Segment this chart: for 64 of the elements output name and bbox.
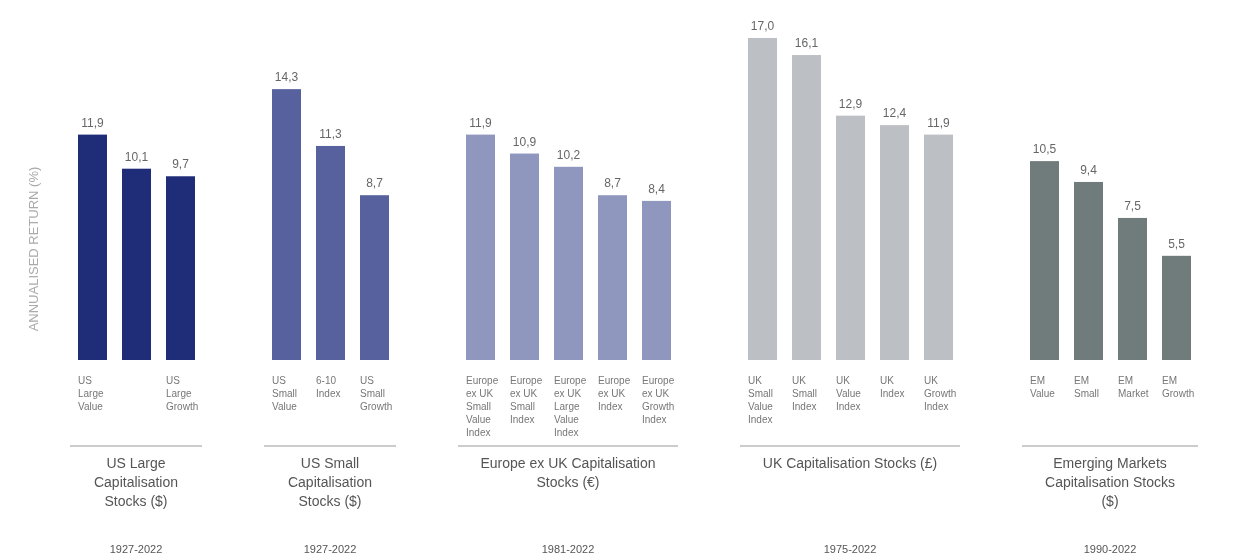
x-tick-label: Europe ex UK Small Value Index (466, 375, 499, 438)
bar (748, 38, 777, 360)
text: 1981-2022 (541, 543, 595, 555)
bar (598, 195, 627, 360)
data-label: 9,4 (1080, 162, 1098, 177)
bar (880, 125, 909, 360)
x-tick-label: UK Index (880, 375, 905, 399)
data-label: 10,9 (512, 134, 537, 149)
data-label: 12,4 (882, 106, 907, 121)
x-tick-label: EM Growth (1162, 375, 1195, 399)
data-label: 17,0 (750, 19, 775, 33)
x-tick-label: UK Value Index (836, 375, 862, 412)
data-label: 7,5 (1124, 198, 1142, 213)
bar (792, 55, 821, 360)
text: 1927-2022 (303, 543, 357, 555)
data-label: 8,7 (366, 176, 384, 191)
x-tick-label: Europe ex UK Growth Index (642, 375, 675, 425)
data-label: 14,3 (274, 70, 299, 85)
x-tick-label: Europe ex UK Index (598, 375, 631, 412)
bar (554, 166, 583, 360)
x-axis-title: Emerging Markets Capitalisation Stocks ($) (1045, 455, 1175, 509)
bar (1074, 181, 1103, 360)
x-tick-label: Europe ex UK Small Index (510, 375, 543, 425)
x-tick-label: EM Market (1118, 375, 1149, 399)
data-label: 11,9 (469, 115, 493, 130)
data-label: 12,9 (838, 96, 863, 111)
x-tick-label: US Large Growth (166, 375, 199, 412)
x-tick-label: 6-10 Index (316, 375, 341, 399)
x-tick-label: EM Small (1074, 375, 1100, 399)
bar (466, 134, 495, 360)
data-label: 10,5 (1032, 142, 1057, 157)
x-tick-label: US Small Growth (360, 375, 393, 412)
x-axis-title: Europe ex UK Capitalisation Stocks (€) (480, 455, 656, 490)
x-axis-title: UK Capitalisation Stocks (£) (762, 455, 938, 471)
bar (510, 153, 539, 360)
x-axis-title: US Small Capitalisation Stocks ($) (287, 455, 373, 509)
data-label: 11,9 (927, 115, 951, 130)
data-label: 11,3 (319, 126, 343, 141)
data-label: 10,1 (124, 149, 149, 164)
bar (924, 134, 953, 360)
data-label: 10,2 (556, 147, 581, 162)
data-label: 5,5 (1168, 236, 1186, 251)
x-tick-label: EM Value (1030, 375, 1056, 399)
bar (1162, 255, 1191, 360)
text: 1975-2022 (823, 543, 877, 555)
x-tick-label: Europe ex UK Large Value Index (554, 375, 587, 438)
bar (1118, 217, 1147, 360)
bar (1030, 161, 1059, 360)
bar (642, 200, 671, 360)
x-tick-label: UK Small Index (792, 375, 818, 412)
data-label: 9,7 (172, 157, 190, 172)
data-label: 8,7 (604, 176, 622, 191)
bar (836, 115, 865, 360)
x-axis-title: US Large Capitalisation Stocks ($) (93, 455, 179, 509)
text: 1990-2022 (1083, 543, 1137, 555)
x-tick-label: UK Small Value Index (748, 375, 774, 425)
data-label: 8,4 (648, 181, 666, 196)
x-tick-label: US Small Value (272, 375, 298, 412)
x-tick-label: UK Growth Index (924, 375, 957, 412)
y-axis-title: ANNUALISED RETURN (%) (26, 166, 41, 332)
text: 1927-2022 (109, 543, 163, 555)
data-label: 11,9 (81, 115, 105, 130)
data-label: 16,1 (794, 36, 819, 51)
x-tick-label: US Large Value (78, 375, 105, 412)
